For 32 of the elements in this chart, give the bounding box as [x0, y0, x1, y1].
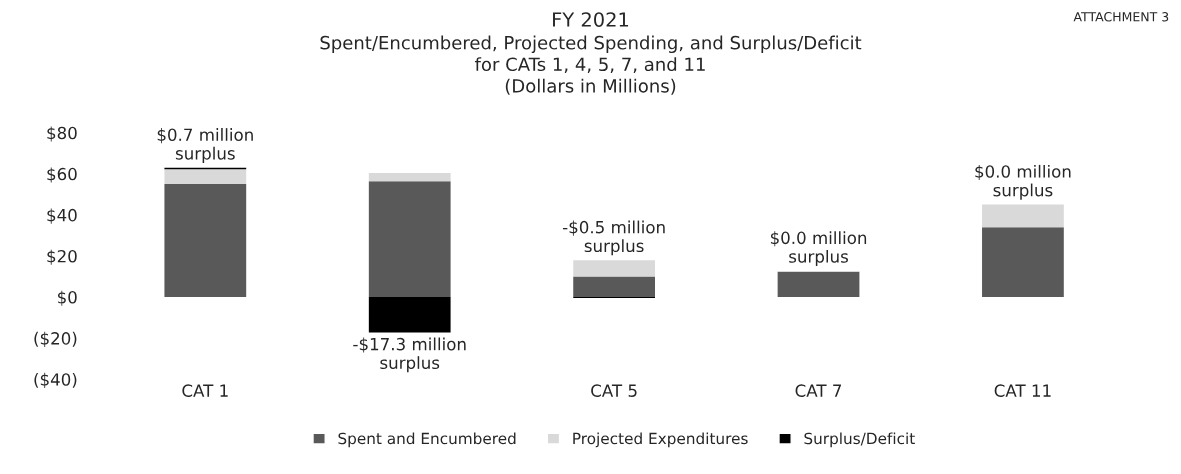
y-tick-label: $0: [57, 290, 77, 306]
bar: [368, 297, 451, 333]
bar: [982, 204, 1064, 228]
legend-label: Surplus/Deficit: [804, 432, 915, 448]
y-tick-label: ($20): [34, 331, 77, 347]
data-label: $0.0 million surplus: [770, 231, 867, 267]
text: ATTACHMENT 3: [1073, 12, 1169, 22]
bar: [368, 172, 451, 182]
y-tick-label: $80: [47, 126, 77, 142]
x-tick-label: CAT 11: [994, 384, 1051, 397]
x-tick-label: CAT 7: [795, 384, 842, 397]
x-tick-label: CAT 1: [182, 384, 228, 397]
data-label: -$17.3 million surplus: [353, 337, 466, 373]
bar: [368, 181, 451, 298]
data-label: -$0.5 million surplus: [562, 220, 665, 256]
x-tick-label: CAT 5: [591, 384, 637, 397]
y-tick-label: $60: [47, 167, 77, 183]
chart-title: FY 2021: [553, 12, 629, 27]
bar: [573, 276, 655, 298]
data-label: $0.0 million surplus: [975, 164, 1071, 200]
y-tick-label: $20: [47, 249, 77, 265]
y-tick-label: $40: [47, 208, 77, 224]
legend-label: Projected Expenditures: [573, 432, 748, 448]
chart-subtitle: Spent/Encumbered, Projected Spending, and Surplus/Deficit for CATs 1, 4, 5, 7, and 11 (Dollars in Millions): [320, 35, 862, 95]
data-label: $0.7 million surplus: [157, 128, 253, 163]
bar: [573, 260, 655, 277]
legend-label: Spent and Encumbered: [338, 432, 516, 448]
bar: [164, 184, 247, 298]
bar: [777, 271, 860, 298]
bar: [982, 227, 1064, 298]
bar: [164, 169, 247, 185]
y-tick-label: ($40): [34, 372, 77, 388]
